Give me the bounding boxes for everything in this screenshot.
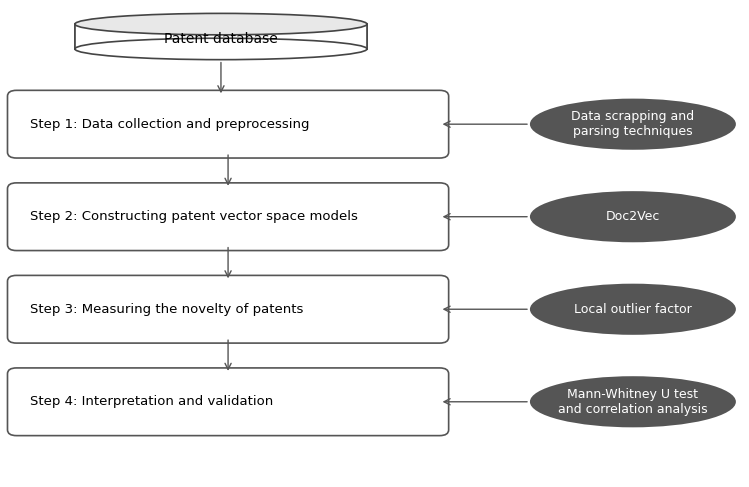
Polygon shape xyxy=(75,24,367,49)
Text: Mann-Whitney U test
and correlation analysis: Mann-Whitney U test and correlation anal… xyxy=(558,388,708,416)
Ellipse shape xyxy=(75,38,367,60)
Text: Step 1: Data collection and preprocessing: Step 1: Data collection and preprocessin… xyxy=(30,118,309,131)
FancyBboxPatch shape xyxy=(7,368,449,435)
FancyBboxPatch shape xyxy=(7,91,449,158)
Text: Step 4: Interpretation and validation: Step 4: Interpretation and validation xyxy=(30,395,273,408)
Text: Step 3: Measuring the novelty of patents: Step 3: Measuring the novelty of patents xyxy=(30,303,303,316)
Text: Step 2: Constructing patent vector space models: Step 2: Constructing patent vector space… xyxy=(30,210,358,223)
Text: Patent database: Patent database xyxy=(164,32,278,46)
Ellipse shape xyxy=(530,98,736,150)
FancyBboxPatch shape xyxy=(7,276,449,343)
FancyBboxPatch shape xyxy=(7,183,449,250)
Ellipse shape xyxy=(530,283,736,335)
Ellipse shape xyxy=(75,13,367,35)
Text: Data scrapping and
parsing techniques: Data scrapping and parsing techniques xyxy=(571,110,694,138)
Text: Local outlier factor: Local outlier factor xyxy=(574,303,692,316)
Text: Doc2Vec: Doc2Vec xyxy=(606,210,660,223)
Ellipse shape xyxy=(530,191,736,242)
Ellipse shape xyxy=(530,376,736,428)
